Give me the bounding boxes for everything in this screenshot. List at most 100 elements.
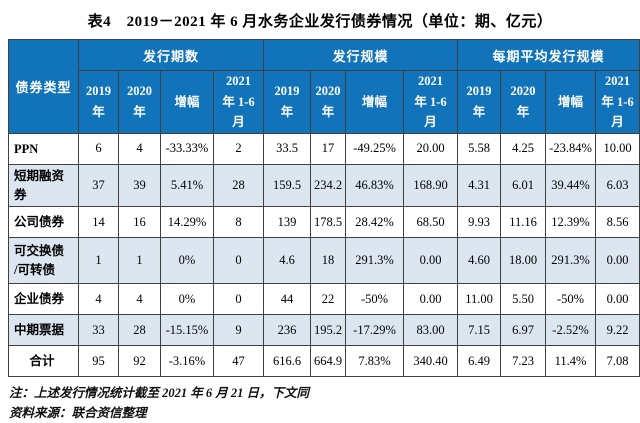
cell-value: -50% <box>345 283 405 316</box>
cell-value: 6.49 <box>457 345 502 378</box>
subheader-scale-2019: 2019 年 <box>263 70 312 134</box>
cell-value: 33 <box>78 314 119 347</box>
cell-value: -49.25% <box>345 132 405 165</box>
subheader-avg-growth: 增幅 <box>545 70 597 134</box>
cell-value: 0 <box>212 283 265 316</box>
table-row-convertible-bonds: 可交换债 /可转债 1 1 0% 0 4.6 18 291.3% 0.00 4.… <box>8 237 640 285</box>
cell-value: 340.40 <box>403 345 459 378</box>
cell-value: 10.00 <box>595 132 640 165</box>
table-footnotes: 注：上述发行情况统计截至 2021 年 6 月 21 日，下文同 资料来源：联合… <box>9 384 640 423</box>
cell-value: 11.4% <box>545 345 597 378</box>
cell-value: 33.5 <box>263 132 312 165</box>
source-line: 资料来源：联合资信整理 <box>9 405 147 420</box>
cell-value: 1 <box>118 237 161 285</box>
cell-value: 83.00 <box>403 314 459 347</box>
cell-value: 0.00 <box>595 237 640 285</box>
cell-value: 11.00 <box>457 283 502 316</box>
group-header-avg-issue-scale: 每期平均发行规模 <box>457 39 640 71</box>
column-header-bond-type: 债券类型 <box>8 39 79 134</box>
subheader-avg-2021h1: 2021 年 1-6 月 <box>595 70 640 134</box>
group-header-issue-periods: 发行期数 <box>77 39 265 71</box>
cell-value: 20.00 <box>403 132 459 165</box>
cell-value: 195.2 <box>310 314 347 347</box>
cell-value: 159.5 <box>263 163 312 208</box>
cell-value: 4 <box>78 283 119 316</box>
row-label: 可交换债 /可转债 <box>8 237 79 285</box>
cell-value: 6.01 <box>500 163 547 208</box>
cell-value: -33.33% <box>160 132 214 165</box>
cell-value: 95 <box>78 345 119 378</box>
subheader-scale-growth: 增幅 <box>345 70 405 134</box>
subheader-avg-2019: 2019 年 <box>457 70 502 134</box>
subheader-periods-2021h1: 2021 年 1-6 月 <box>212 70 265 134</box>
cell-value: 9 <box>212 314 265 347</box>
cell-value: 14 <box>78 206 119 239</box>
cell-value: -2.52% <box>545 314 597 347</box>
subheader-periods-2020: 2020 年 <box>118 70 161 134</box>
subheader-avg-2020: 2020 年 <box>500 70 547 134</box>
cell-value: 4.60 <box>457 237 502 285</box>
cell-value: 0% <box>160 283 214 316</box>
cell-value: 4.6 <box>263 237 312 285</box>
row-label: 企业债券 <box>8 283 79 316</box>
cell-value: 236 <box>263 314 312 347</box>
note-line: 注：上述发行情况统计截至 2021 年 6 月 21 日，下文同 <box>9 386 310 401</box>
cell-value: 37 <box>78 163 119 208</box>
group-header-issue-scale: 发行规模 <box>263 39 459 71</box>
cell-value: -17.29% <box>345 314 405 347</box>
cell-value: 291.3% <box>345 237 405 285</box>
row-label: PPN <box>8 132 79 165</box>
row-label: 短期融资券 <box>8 163 79 208</box>
cell-value: 5.41% <box>160 163 214 208</box>
cell-value: 7.23 <box>500 345 547 378</box>
cell-value: 7.08 <box>595 345 640 378</box>
cell-value: 168.90 <box>403 163 459 208</box>
cell-value: 9.93 <box>457 206 502 239</box>
cell-value: 139 <box>263 206 312 239</box>
cell-value: 14.29% <box>160 206 214 239</box>
cell-value: 28 <box>118 314 161 347</box>
subheader-periods-growth: 增幅 <box>160 70 214 134</box>
table-caption: 表4 2019－2021 年 6 月水务企业发行债券情况（单位：期、亿元） <box>87 14 553 30</box>
cell-value: 6 <box>78 132 119 165</box>
cell-value: 17 <box>310 132 347 165</box>
cell-value: 7.83% <box>345 345 405 378</box>
row-label: 中期票据 <box>8 314 79 347</box>
cell-value: -3.16% <box>160 345 214 378</box>
table-row-medium-term-notes: 中期票据 33 28 -15.15% 9 236 195.2 -17.29% 8… <box>8 314 640 347</box>
cell-value: 28 <box>212 163 265 208</box>
cell-value: -50% <box>545 283 597 316</box>
cell-value: -23.84% <box>545 132 597 165</box>
cell-value: 4 <box>118 132 161 165</box>
cell-value: 664.9 <box>310 345 347 378</box>
cell-value: 39 <box>118 163 161 208</box>
table-row-short-term-notes: 短期融资券 37 39 5.41% 28 159.5 234.2 46.83% … <box>8 163 640 208</box>
cell-value: 4.31 <box>457 163 502 208</box>
cell-value: 5.58 <box>457 132 502 165</box>
cell-value: 0.00 <box>403 283 459 316</box>
cell-value: 46.83% <box>345 163 405 208</box>
subheader-scale-2020: 2020 年 <box>310 70 347 134</box>
cell-value: 5.50 <box>500 283 547 316</box>
cell-value: 0.00 <box>595 283 640 316</box>
cell-value: 616.6 <box>263 345 312 378</box>
bond-issuance-table: 债券类型 发行期数 发行规模 每期平均发行规模 2019 年 2020 年 增幅… <box>8 39 640 378</box>
cell-value: 291.3% <box>545 237 597 285</box>
cell-value: 7.15 <box>457 314 502 347</box>
cell-value: 178.5 <box>310 206 347 239</box>
cell-value: 18 <box>310 237 347 285</box>
cell-value: 0% <box>160 237 214 285</box>
cell-value: 39.44% <box>545 163 597 208</box>
cell-value: 16 <box>118 206 161 239</box>
cell-value: 28.42% <box>345 206 405 239</box>
table-row-ppn: PPN 6 4 -33.33% 2 33.5 17 -49.25% 20.00 … <box>8 132 640 165</box>
cell-value: 4.25 <box>500 132 547 165</box>
cell-value: 68.50 <box>403 206 459 239</box>
row-label: 合计 <box>8 345 79 378</box>
cell-value: 92 <box>118 345 161 378</box>
cell-value: 1 <box>78 237 119 285</box>
cell-value: 8.56 <box>595 206 640 239</box>
table-row-enterprise-bonds: 企业债券 4 4 0% 0 44 22 -50% 0.00 11.00 5.50… <box>8 283 640 316</box>
cell-value: 11.16 <box>500 206 547 239</box>
cell-value: 4 <box>118 283 161 316</box>
